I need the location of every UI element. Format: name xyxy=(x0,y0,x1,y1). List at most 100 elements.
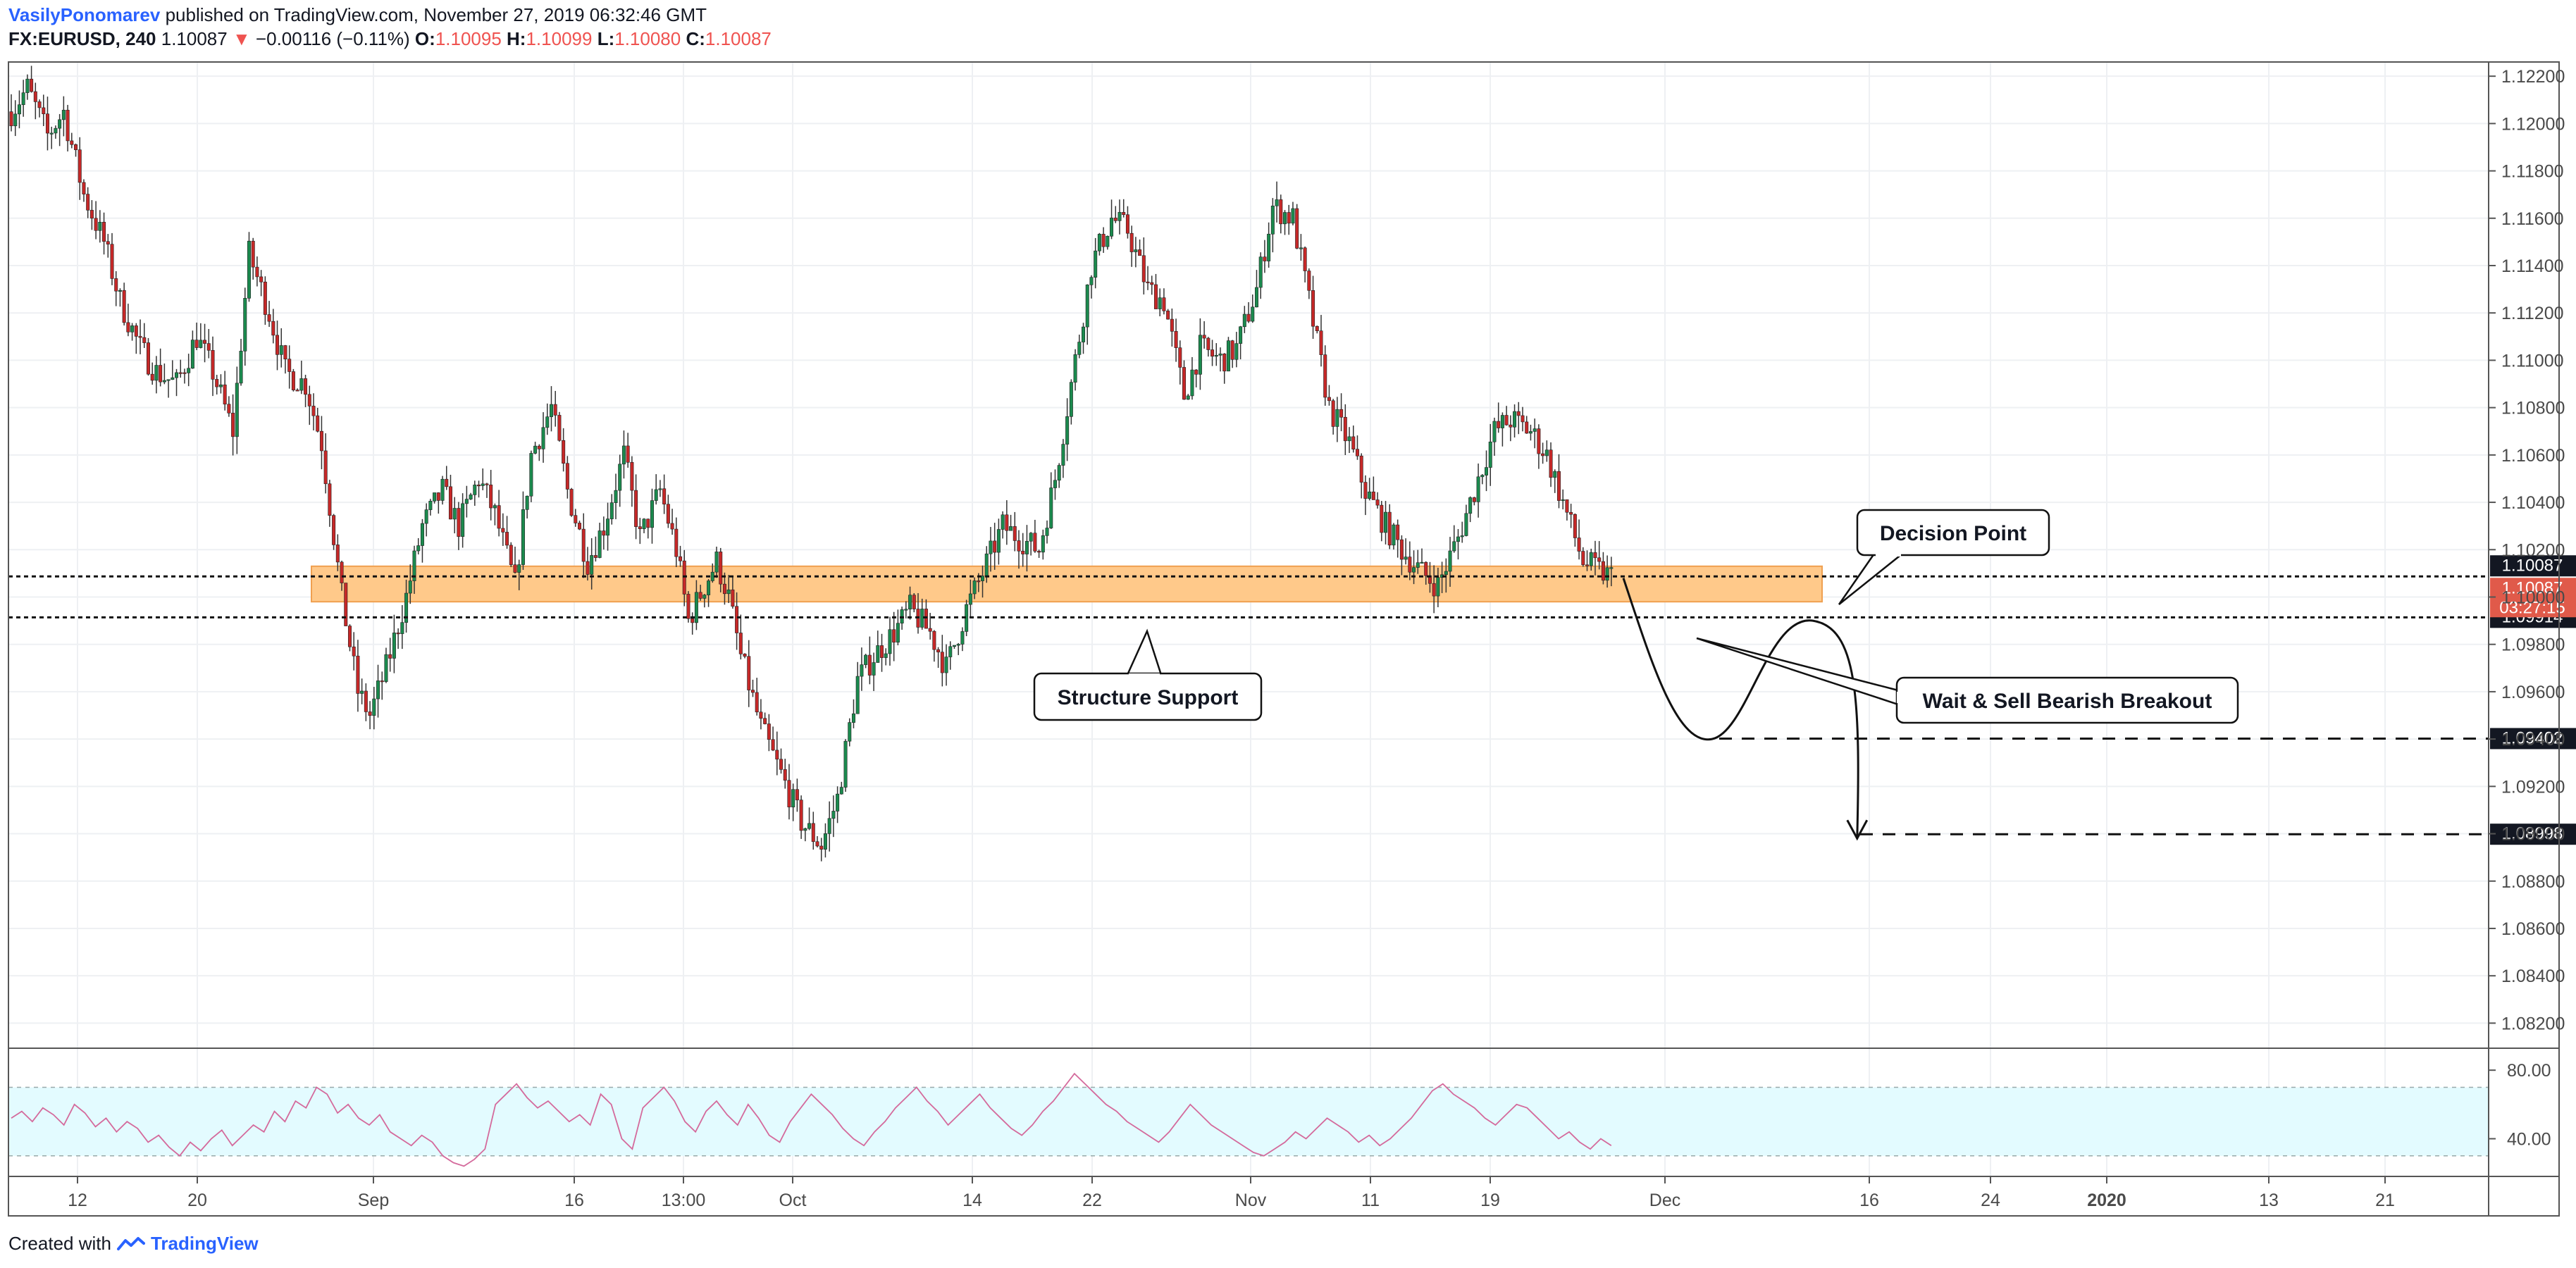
candle[interactable] xyxy=(1384,501,1388,545)
candle[interactable] xyxy=(1420,548,1424,564)
candle[interactable] xyxy=(1045,520,1049,544)
candle[interactable] xyxy=(759,699,763,730)
candle[interactable] xyxy=(747,640,751,707)
candle[interactable] xyxy=(138,319,142,354)
candle[interactable] xyxy=(509,542,513,568)
candle[interactable] xyxy=(1485,450,1489,492)
candle[interactable] xyxy=(1198,318,1202,390)
candle[interactable] xyxy=(154,356,159,394)
candle[interactable] xyxy=(1005,500,1009,545)
candle[interactable] xyxy=(440,476,445,505)
candle[interactable] xyxy=(1339,393,1344,432)
candle[interactable] xyxy=(860,647,864,691)
candle[interactable] xyxy=(831,795,836,838)
rsi-pane[interactable] xyxy=(8,1072,2489,1167)
candle[interactable] xyxy=(231,394,235,456)
candle[interactable] xyxy=(928,613,932,640)
horizontal-levels[interactable]: 1.100871.099141.094021.089981.1008703:27… xyxy=(8,555,2576,845)
candle[interactable] xyxy=(1500,412,1504,447)
candle[interactable] xyxy=(42,94,46,126)
candle[interactable] xyxy=(1549,442,1553,487)
candle[interactable] xyxy=(807,807,812,831)
candle[interactable] xyxy=(755,678,759,716)
candle[interactable] xyxy=(1170,308,1174,347)
candle[interactable] xyxy=(1141,237,1146,295)
candle[interactable] xyxy=(102,212,106,255)
candle[interactable] xyxy=(707,579,711,607)
candle[interactable] xyxy=(541,412,545,463)
candle[interactable] xyxy=(1593,540,1597,576)
candle[interactable] xyxy=(187,354,191,387)
candle[interactable] xyxy=(388,638,392,672)
candle[interactable] xyxy=(1037,549,1041,558)
candle[interactable] xyxy=(1267,222,1271,268)
candle[interactable] xyxy=(590,538,594,590)
candle[interactable] xyxy=(1033,519,1037,553)
candle[interactable] xyxy=(621,430,626,479)
candle[interactable] xyxy=(485,483,489,498)
candle[interactable] xyxy=(1380,501,1384,542)
candle[interactable] xyxy=(1258,252,1263,299)
candle[interactable] xyxy=(372,687,376,730)
candle[interactable] xyxy=(783,759,787,789)
candle[interactable] xyxy=(726,575,731,604)
candle[interactable] xyxy=(1416,549,1420,574)
candle[interactable] xyxy=(1246,302,1251,323)
candle[interactable] xyxy=(679,545,683,567)
candle[interactable] xyxy=(1263,240,1267,273)
candle[interactable] xyxy=(304,375,308,407)
candle[interactable] xyxy=(1396,519,1400,558)
annotation-callout[interactable]: Decision Point xyxy=(1838,509,2050,605)
candle[interactable] xyxy=(1029,532,1033,556)
candle[interactable] xyxy=(682,549,686,607)
candle[interactable] xyxy=(1456,529,1460,560)
candle[interactable] xyxy=(1041,529,1045,560)
candle[interactable] xyxy=(1174,318,1178,362)
candle[interactable] xyxy=(1472,497,1476,506)
candle[interactable] xyxy=(307,385,311,425)
candle[interactable] xyxy=(1351,425,1356,453)
candle[interactable] xyxy=(364,683,368,721)
candle[interactable] xyxy=(162,363,166,385)
candle[interactable] xyxy=(1537,424,1541,469)
candle[interactable] xyxy=(924,599,928,629)
candle[interactable] xyxy=(1404,538,1408,565)
candle[interactable] xyxy=(1110,199,1114,240)
candle[interactable] xyxy=(1513,404,1517,438)
candle[interactable] xyxy=(58,113,62,147)
candle[interactable] xyxy=(888,616,892,666)
candle[interactable] xyxy=(1158,288,1162,317)
candle[interactable] xyxy=(89,200,94,230)
author-name[interactable]: VasilyPonomarev xyxy=(8,4,161,25)
candle[interactable] xyxy=(609,494,614,525)
candle[interactable] xyxy=(194,322,199,351)
candle[interactable] xyxy=(618,454,622,507)
candle[interactable] xyxy=(578,521,582,530)
candle[interactable] xyxy=(517,559,521,590)
candle[interactable] xyxy=(989,527,993,572)
candle[interactable] xyxy=(332,514,336,550)
candle[interactable] xyxy=(1210,340,1215,366)
candle[interactable] xyxy=(347,624,352,652)
candle[interactable] xyxy=(1556,454,1561,509)
candle[interactable] xyxy=(630,456,634,507)
candle[interactable] xyxy=(904,601,908,619)
candle[interactable] xyxy=(1186,394,1190,400)
candle[interactable] xyxy=(243,287,247,366)
candle[interactable] xyxy=(376,664,380,718)
candle[interactable] xyxy=(45,97,49,151)
candle[interactable] xyxy=(291,368,295,392)
candle[interactable] xyxy=(1069,379,1073,425)
candle[interactable] xyxy=(1101,227,1106,253)
candle[interactable] xyxy=(750,679,755,697)
candle[interactable] xyxy=(1565,499,1569,521)
candle[interactable] xyxy=(525,495,529,518)
candle[interactable] xyxy=(150,362,154,385)
candle[interactable] xyxy=(956,642,960,655)
candle[interactable] xyxy=(489,470,493,521)
candle[interactable] xyxy=(606,502,610,551)
candle[interactable] xyxy=(1082,323,1086,354)
candle[interactable] xyxy=(323,433,328,494)
rsi-line[interactable] xyxy=(11,1072,1612,1167)
candle[interactable] xyxy=(1226,337,1230,372)
